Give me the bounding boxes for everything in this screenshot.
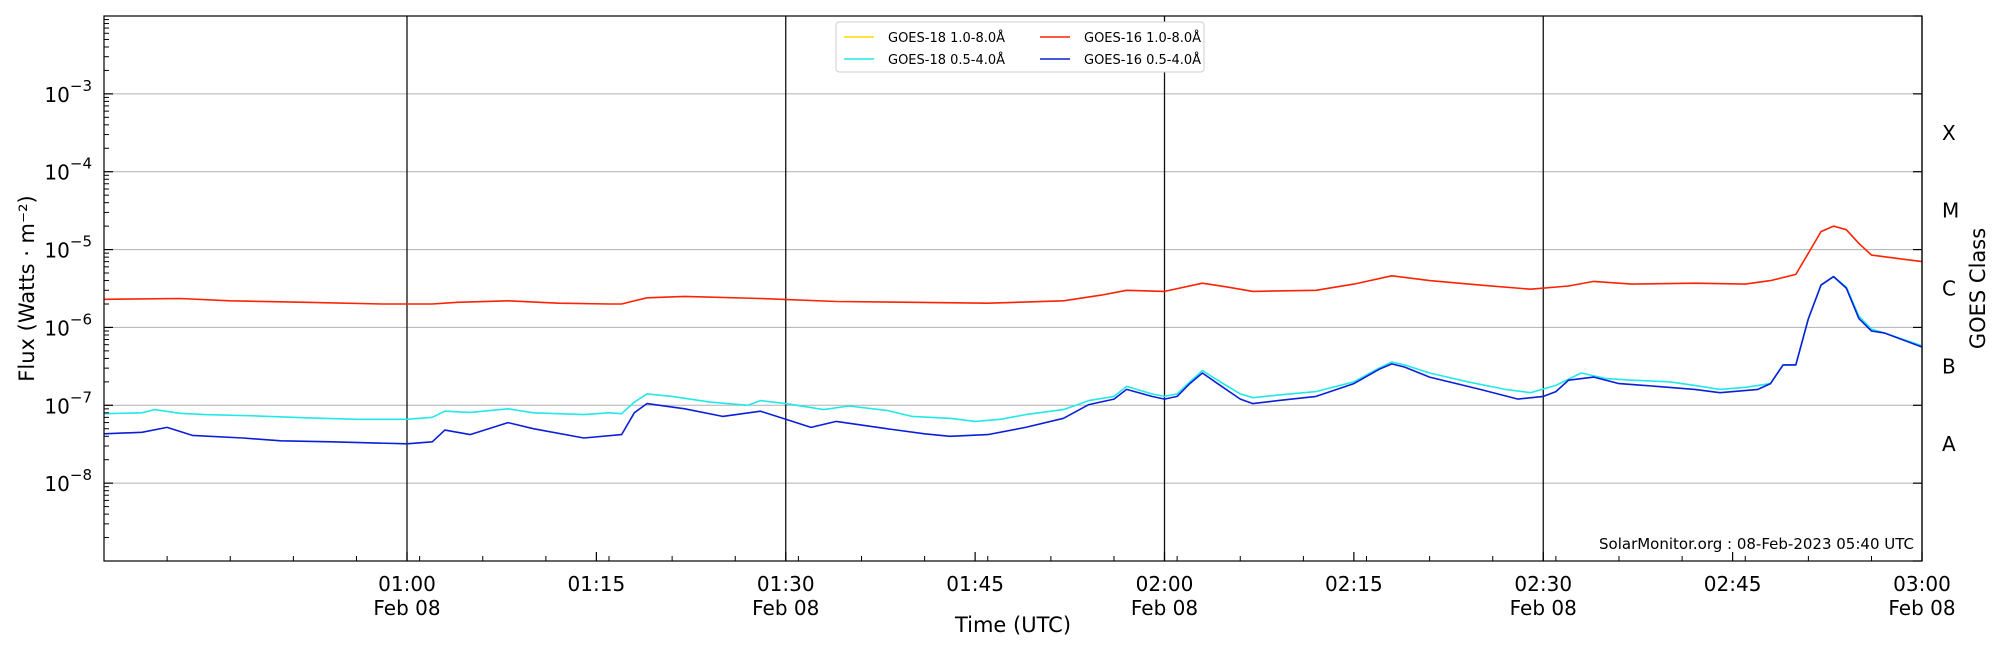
legend-label: GOES-18 0.5-4.0Å [888,52,1005,68]
legend-label: GOES-18 1.0-8.0Å [888,30,1005,46]
y-tick-label: 10−8 [44,466,92,496]
tick-layer [103,15,1923,562]
y-tick-label: 10−6 [44,310,92,340]
y-tick-label: 10−7 [44,388,92,418]
y-tick-label: 10−4 [44,155,92,185]
goes-class-label: M [1942,199,1959,223]
x-tick-label: 02:45 [1704,572,1762,596]
goes-class-label: C [1942,277,1956,301]
goes-class-label: A [1942,432,1956,456]
y-tick-label: 10−5 [44,233,92,263]
credit-text: SolarMonitor.org : 08-Feb-2023 05:40 UTC [1599,535,1914,553]
x-axis-label: Time (UTC) [954,613,1071,637]
x-tick-label: 03:00 [1893,572,1951,596]
series-line [103,275,1923,423]
vertical-time-markers [406,16,1923,561]
series-line [103,275,1923,445]
y-tick-labels: 10−8 10−7 10−6 10−5 10−4 10−3 [44,77,92,496]
legend-label: GOES-16 0.5-4.0Å [1084,52,1201,68]
x-tick-date-label: Feb 08 [1510,596,1577,620]
plot-frame [103,15,1923,562]
x-tick-label: 02:00 [1136,572,1194,596]
grid-layer [104,93,1922,484]
series-layer [103,225,1923,445]
x-tick-label: 01:15 [568,572,626,596]
goes-class-label: X [1942,121,1956,145]
y-axis-label: Flux (Watts · m⁻²) [15,195,39,381]
goes-class-label: B [1942,354,1956,378]
y-tick-label: 10−3 [44,77,92,107]
x-tick-date-label: Feb 08 [373,596,440,620]
goes-class-axis-label: GOES Class [1966,228,1990,349]
x-tick-date-label: Feb 08 [1131,596,1198,620]
x-tick-label: 01:30 [757,572,815,596]
x-tick-label: 02:15 [1325,572,1383,596]
legend-label: GOES-16 1.0-8.0Å [1084,30,1201,46]
x-tick-date-label: Feb 08 [1888,596,1955,620]
legend: GOES-18 1.0-8.0Å GOES-18 0.5-4.0Å GOES-16 … [835,21,1205,73]
series-line [103,225,1923,305]
x-tick-label: 01:00 [378,572,436,596]
x-tick-label: 01:45 [946,572,1004,596]
x-tick-date-label: Feb 08 [752,596,819,620]
legend-box [835,21,1205,73]
goes-class-labels: A B C M X [1942,121,1959,456]
x-tick-label: 02:30 [1514,572,1572,596]
